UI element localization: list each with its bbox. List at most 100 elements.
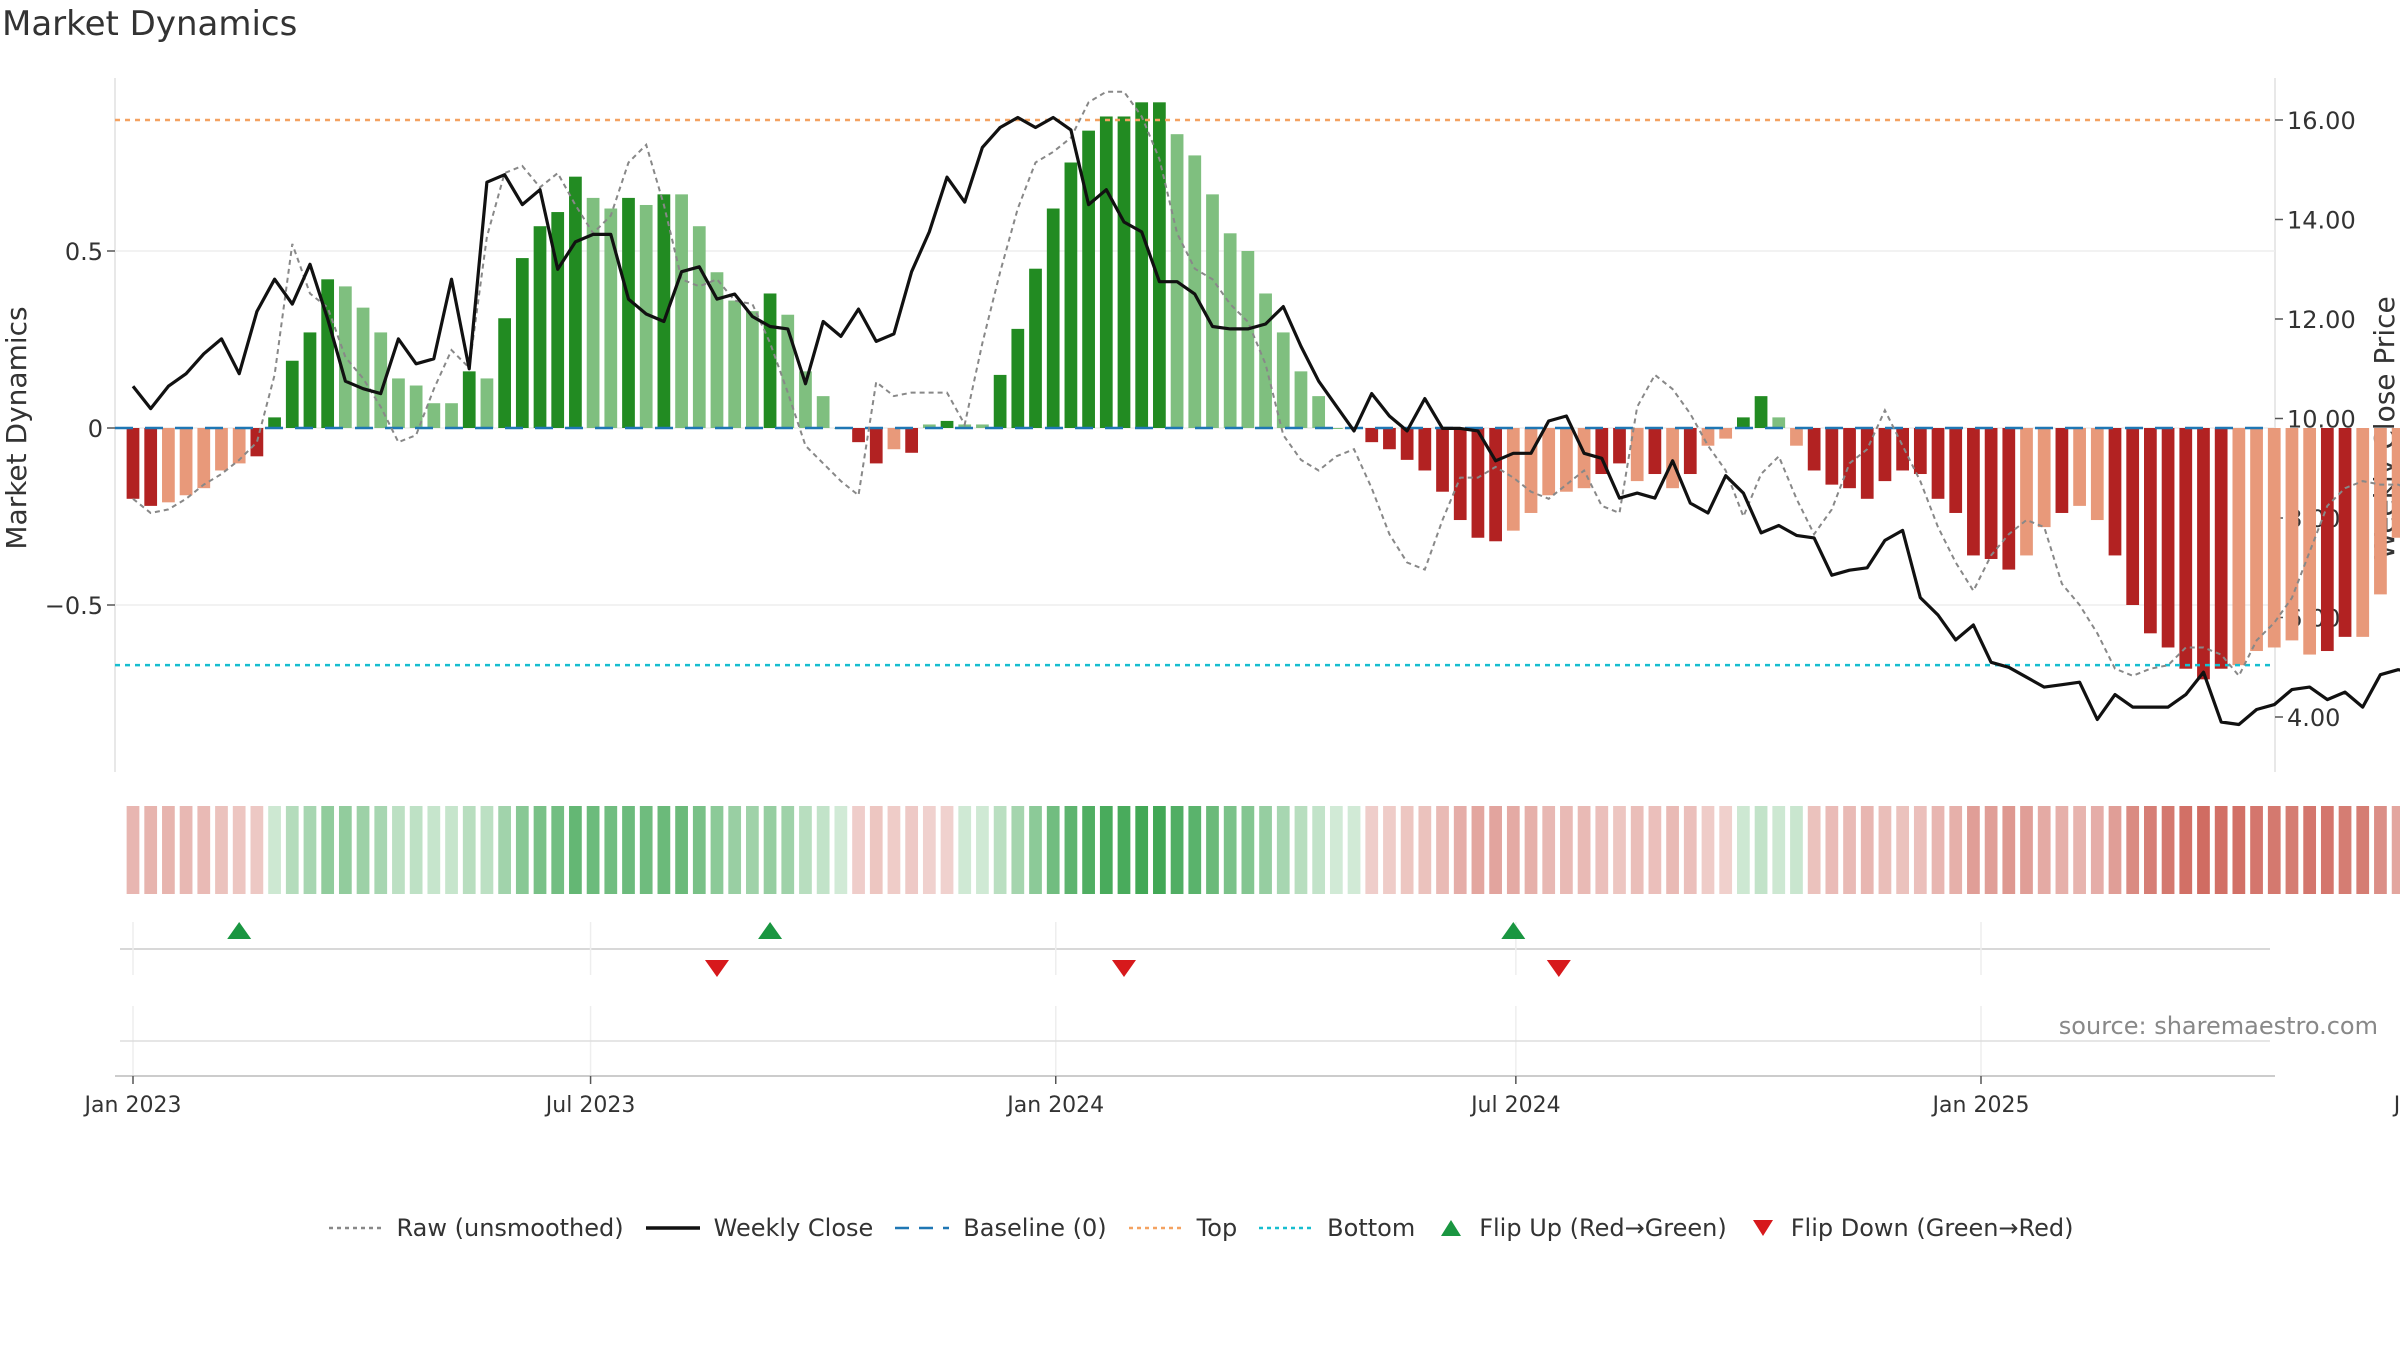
legend-mark-flip_down xyxy=(1752,1220,1773,1236)
dynamics-bar xyxy=(1666,428,1679,489)
dynamics-bar xyxy=(2002,428,2016,570)
dynamics-bar xyxy=(1046,208,1060,428)
dynamics-bar xyxy=(1825,428,1839,485)
dynamics-bar xyxy=(338,286,352,428)
regime-cell xyxy=(1206,806,1219,894)
regime-cell xyxy=(852,806,865,894)
regime-cell xyxy=(1400,806,1414,894)
regime-cell xyxy=(1595,806,1609,894)
dynamics-bar xyxy=(1613,428,1626,464)
regime-cell xyxy=(2250,806,2263,894)
regime-cell xyxy=(569,806,582,894)
dynamics-bar xyxy=(2214,428,2228,669)
dynamics-bar xyxy=(1524,428,1538,513)
dynamics-bar xyxy=(1418,428,1432,471)
flip-up-marker xyxy=(1501,922,1526,939)
y-tick-label: 0.5 xyxy=(65,238,103,266)
regime-cell xyxy=(409,806,423,894)
dynamics-bar xyxy=(303,332,317,428)
dynamics-bar xyxy=(2037,428,2051,528)
dynamics-bar xyxy=(728,300,742,428)
regime-cell xyxy=(887,806,901,894)
dynamics-bar xyxy=(2126,428,2140,605)
y2-tick-label: 4.00 xyxy=(2287,704,2340,732)
regime-cell xyxy=(1860,806,1874,894)
regime-cell xyxy=(427,806,441,894)
regime-cell xyxy=(445,806,458,894)
dynamics-bar xyxy=(1436,428,1449,492)
regime-cell xyxy=(604,806,618,894)
dynamics-bar xyxy=(1719,428,1733,439)
regime-cell xyxy=(2020,806,2033,894)
dynamics-bar xyxy=(1241,251,1255,428)
dynamics-bar xyxy=(887,428,901,450)
regime-cell xyxy=(1064,806,1078,894)
dynamics-bar xyxy=(1843,428,1856,489)
regime-cell xyxy=(462,806,476,894)
regime-cell xyxy=(2338,806,2352,894)
regime-cell xyxy=(1011,806,1025,894)
regime-cell xyxy=(1223,806,1237,894)
regime-cell xyxy=(126,806,140,894)
regime-cell xyxy=(1967,806,1980,894)
dynamics-bar xyxy=(2179,428,2193,669)
legend-swatch-top xyxy=(1128,1226,1183,1230)
dynamics-bar xyxy=(763,293,777,428)
regime-cell xyxy=(1082,806,1095,894)
dynamics-bar xyxy=(1099,116,1113,428)
regime-cell xyxy=(1560,806,1573,894)
dynamics-bar xyxy=(2144,428,2157,634)
regime-cell xyxy=(1524,806,1538,894)
legend-label-close: Weekly Close xyxy=(713,1214,874,1242)
regime-cell xyxy=(250,806,264,894)
regime-cell xyxy=(2179,806,2193,894)
regime-cell xyxy=(2374,806,2387,894)
regime-cell xyxy=(1878,806,1892,894)
dynamics-bar xyxy=(1878,428,1892,482)
flip-down-marker xyxy=(1546,960,1571,977)
regime-cell xyxy=(179,806,193,894)
dynamics-bar xyxy=(498,318,511,428)
dynamics-bar xyxy=(356,307,370,428)
regime-cell xyxy=(303,806,317,894)
dynamics-bar xyxy=(1913,428,1927,475)
dynamics-bar xyxy=(1489,428,1502,542)
dynamics-bar xyxy=(1896,428,1910,471)
dynamics-bar xyxy=(799,371,812,428)
dynamics-bar xyxy=(1754,396,1768,428)
regime-cell xyxy=(2144,806,2157,894)
x-tick-label: Jul 2025 xyxy=(2392,1093,2400,1118)
dynamics-bar xyxy=(1949,428,1963,513)
dynamics-bar xyxy=(1967,428,1980,556)
regime-cell xyxy=(1489,806,1502,894)
dynamics-bar xyxy=(1701,428,1715,446)
dynamics-bar xyxy=(409,385,423,428)
regime-cell xyxy=(1383,806,1396,894)
regime-cell xyxy=(285,806,299,894)
dynamics-bar xyxy=(427,403,441,428)
legend-label-flip_up: Flip Up (Red→Green) xyxy=(1479,1214,1727,1242)
dynamics-bar xyxy=(1984,428,1998,559)
regime-cell xyxy=(586,806,600,894)
regime-cell xyxy=(144,806,158,894)
regime-cell xyxy=(1347,806,1361,894)
regime-cell xyxy=(816,806,830,894)
regime-cell xyxy=(515,806,529,894)
legend-mark-flip_up xyxy=(1441,1220,1462,1236)
raw-series-line xyxy=(132,90,2400,678)
dynamics-bar xyxy=(569,176,582,428)
dynamics-bar xyxy=(2285,428,2299,641)
legend-label-raw: Raw (unsmoothed) xyxy=(396,1214,624,1242)
regime-cell xyxy=(1506,806,1520,894)
regime-cell xyxy=(1843,806,1856,894)
dynamics-bar xyxy=(1860,428,1874,499)
dynamics-bar xyxy=(1135,102,1149,428)
regime-cell xyxy=(1807,806,1821,894)
dynamics-bar xyxy=(1153,102,1166,428)
regime-cell xyxy=(1701,806,1715,894)
regime-cell xyxy=(2232,806,2246,894)
dynamics-bar xyxy=(2391,428,2400,538)
legend-swatch-flip_up xyxy=(1441,1220,1462,1236)
legend-item-close: Weekly Close xyxy=(644,1214,874,1242)
regime-cell xyxy=(1666,806,1679,894)
